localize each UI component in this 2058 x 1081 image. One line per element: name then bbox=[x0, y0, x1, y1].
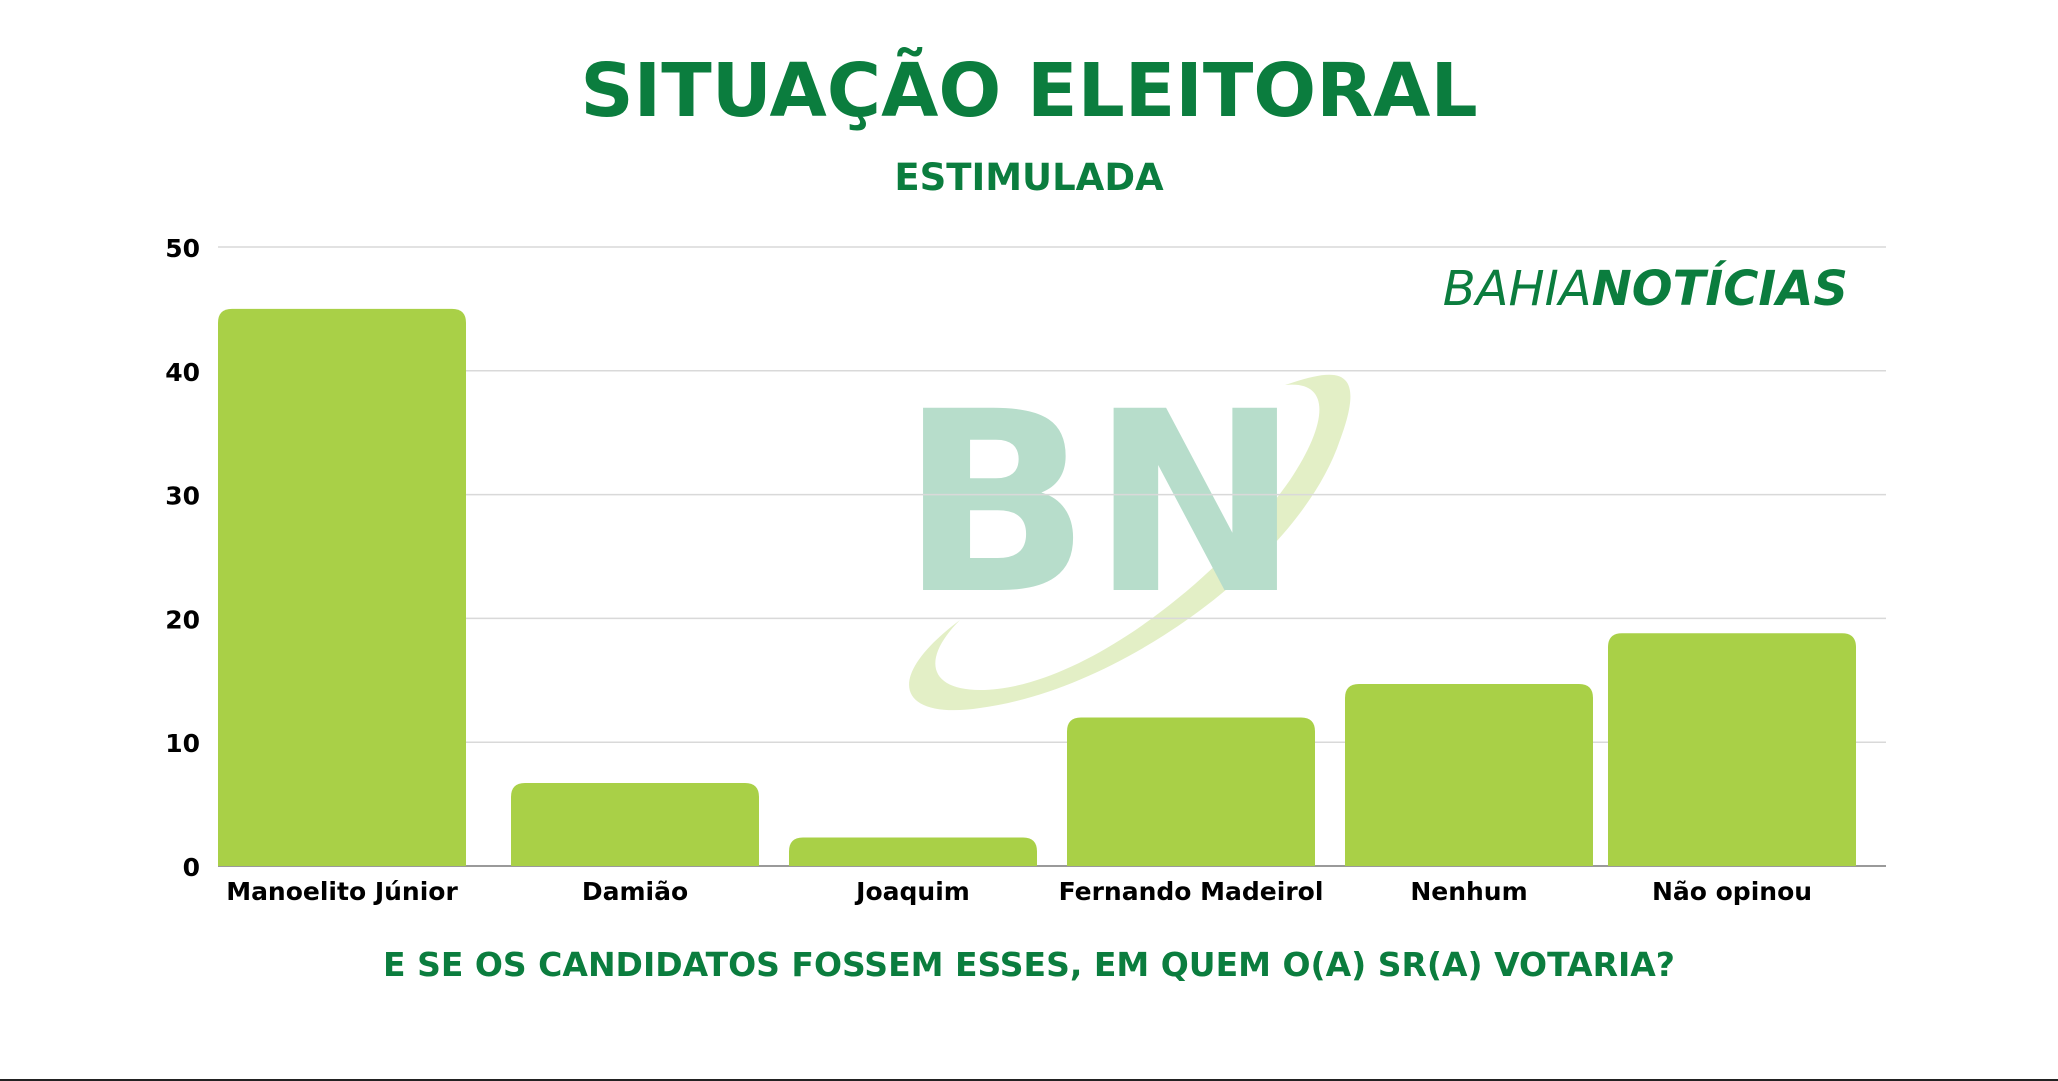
y-tick-label: 50 bbox=[165, 234, 200, 263]
gridlines bbox=[218, 246, 1886, 867]
bars bbox=[218, 308, 1856, 866]
bar bbox=[1608, 633, 1856, 866]
bar bbox=[1067, 717, 1315, 866]
logo-part-noticias: NOTÍCIAS bbox=[1592, 260, 1848, 317]
logo-part-bahia: BAHIA bbox=[1443, 261, 1592, 317]
x-axis-labels: Manoelito Júnior Damião Joaquim Fernando Ma… bbox=[226, 877, 1812, 906]
svg-text:BAHIANOTÍCIAS: BAHIANOTÍCIAS bbox=[1443, 260, 1848, 317]
bar bbox=[218, 308, 466, 866]
bottom-border bbox=[0, 1079, 2058, 1081]
bar bbox=[1345, 684, 1593, 866]
bar bbox=[511, 783, 759, 866]
y-tick-label: 40 bbox=[165, 358, 200, 387]
x-tick-label: Damião bbox=[582, 877, 688, 906]
chart-title: SITUAÇÃO ELEITORAL bbox=[580, 46, 1477, 134]
chart-subtitle: ESTIMULADA bbox=[894, 156, 1164, 199]
x-tick-label: Nenhum bbox=[1410, 877, 1527, 906]
y-axis-ticks: 0 10 20 30 40 50 bbox=[165, 234, 200, 882]
y-tick-label: 10 bbox=[165, 729, 200, 758]
y-tick-label: 20 bbox=[165, 605, 200, 634]
x-tick-label: Fernando Madeirol bbox=[1059, 877, 1324, 906]
chart-caption: E SE OS CANDIDATOS FOSSEM ESSES, EM QUEM… bbox=[383, 945, 1675, 984]
bn-watermark-logo: BN bbox=[900, 358, 1351, 711]
x-tick-label: Manoelito Júnior bbox=[226, 877, 458, 906]
y-tick-label: 0 bbox=[183, 853, 200, 882]
x-tick-label: Não opinou bbox=[1652, 877, 1812, 906]
watermark-letters: BN bbox=[900, 358, 1300, 649]
y-tick-label: 30 bbox=[165, 482, 200, 511]
bar bbox=[789, 837, 1037, 866]
bahia-noticias-logo: BAHIANOTÍCIAS bbox=[1443, 260, 1848, 317]
x-tick-label: Joaquim bbox=[854, 877, 970, 906]
watermark-swoosh bbox=[909, 374, 1351, 711]
